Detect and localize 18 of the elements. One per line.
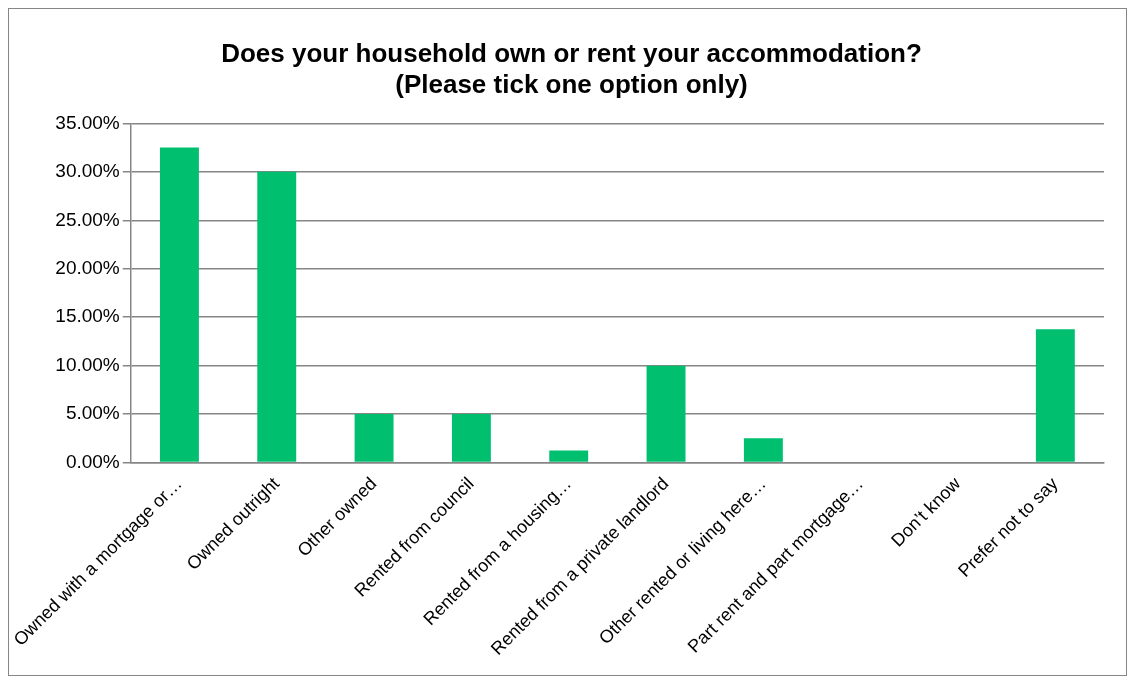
bar: [451, 414, 491, 462]
text: Does your household own or rent your accommodation?: [221, 37, 922, 68]
y-tick-label: 5.00%: [65, 402, 120, 424]
text: (Please tick one option only): [395, 68, 748, 99]
y-tick-label: 30.00%: [55, 160, 120, 182]
y-tick-label: 10.00%: [55, 353, 120, 375]
y-tick-label: 20.00%: [55, 256, 120, 278]
y-tick-label: 25.00%: [55, 208, 120, 230]
y-tick-label: 35.00%: [55, 111, 120, 133]
bar: [743, 438, 783, 462]
y-tick-label: 15.00%: [55, 305, 120, 327]
bar: [646, 365, 686, 462]
bar: [159, 147, 199, 462]
y-tick-label: 0.00%: [65, 450, 120, 472]
bar: [354, 414, 394, 462]
bar: [1035, 329, 1075, 462]
bar: [257, 171, 297, 462]
bar: [549, 450, 589, 462]
